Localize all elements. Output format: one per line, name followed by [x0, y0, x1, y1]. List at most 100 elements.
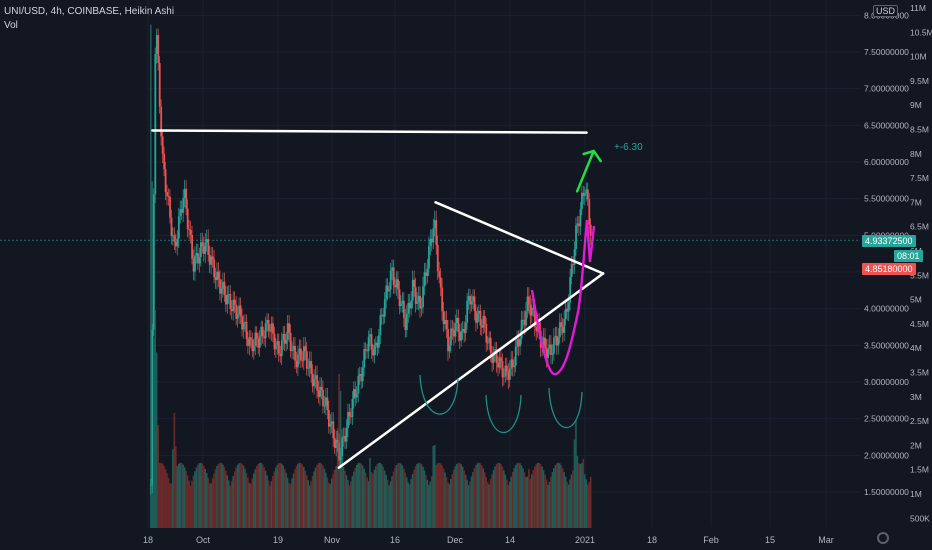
volume-bar: [319, 462, 321, 528]
candle-body: [401, 300, 404, 304]
candle-body: [251, 339, 254, 352]
volume-bar: [314, 467, 317, 528]
candle-body: [241, 316, 244, 330]
volume-bar: [154, 310, 157, 528]
candle-body: [261, 326, 264, 337]
candle-body: [460, 331, 463, 341]
candle-body: [267, 319, 270, 331]
currency-badge[interactable]: USD: [873, 5, 899, 17]
volume-bar: [483, 472, 486, 528]
candle-body: [225, 294, 227, 305]
candle-body: [467, 296, 470, 301]
candle-body: [152, 194, 155, 330]
candle-body: [553, 337, 555, 354]
volume-bar: [354, 467, 357, 528]
volume-bar: [503, 470, 505, 528]
candle-body: [385, 285, 388, 300]
candle-body: [311, 373, 314, 387]
candle-body: [451, 328, 454, 331]
time-axis-tick: 19: [273, 535, 283, 545]
volume-bar: [214, 469, 217, 528]
candle-body: [351, 398, 354, 418]
volume-bar: [283, 468, 286, 528]
candle-body: [248, 337, 251, 346]
volume-bar: [248, 483, 251, 528]
volume-bar: [444, 472, 446, 528]
candle-body: [473, 296, 476, 311]
candle-body: [397, 279, 399, 290]
candle-body: [400, 303, 402, 307]
candle-body: [508, 368, 511, 380]
volume-bar: [279, 462, 282, 528]
candle-body: [444, 320, 447, 325]
volume-bar: [398, 462, 401, 528]
candle-body: [583, 193, 586, 196]
candle-body: [557, 337, 560, 346]
candle-body: [157, 35, 160, 63]
volume-bar: [420, 464, 423, 528]
target-arrow-head: [582, 149, 602, 163]
volume-bar: [414, 466, 417, 528]
candle-body: [561, 326, 564, 333]
candle-body: [335, 439, 338, 449]
candle-body: [414, 287, 417, 304]
volume-bar: [382, 466, 385, 528]
volume-bar: [445, 477, 448, 528]
candle-body: [286, 323, 289, 340]
volume-bar: [298, 462, 301, 528]
candle-body: [204, 242, 207, 254]
candle-body: [489, 337, 492, 353]
volume-bar: [422, 466, 424, 528]
candle-body: [189, 229, 192, 235]
candle-body: [219, 279, 221, 294]
candle-body: [558, 322, 561, 338]
candle-body: [333, 438, 336, 449]
volume-bar: [395, 464, 398, 528]
countdown-tag: 08:01: [894, 250, 923, 262]
time-axis-tick: 15: [765, 535, 775, 545]
candle-body: [167, 195, 170, 197]
volume-bar: [473, 468, 476, 528]
candle-body: [155, 35, 158, 54]
volume-bar: [558, 463, 561, 528]
volume-bar: [491, 474, 493, 528]
volume-bar: [288, 482, 290, 528]
volume-bar: [582, 459, 585, 528]
volume-bar: [297, 463, 299, 528]
volume-bar: [160, 462, 162, 528]
candle-body: [197, 253, 199, 264]
volume-bar: [320, 463, 323, 528]
volume-bar: [423, 470, 426, 528]
candle-body: [525, 311, 527, 326]
candle-body: [564, 308, 567, 320]
candle-body: [469, 296, 472, 305]
candle-body: [442, 311, 445, 325]
volume-bar: [272, 475, 274, 528]
price-axis-tick: 6.00000000: [864, 157, 909, 167]
candle-body: [519, 338, 522, 347]
candle-body: [182, 198, 185, 213]
candle-body: [229, 294, 232, 309]
volume-axis-tick: 10.5M: [910, 27, 932, 37]
candle-body: [523, 319, 526, 326]
volume-bar: [166, 473, 168, 528]
candle-body: [304, 346, 307, 352]
volume-bar: [463, 470, 465, 528]
settings-gear-icon[interactable]: [877, 532, 889, 544]
volume-bar: [316, 464, 318, 528]
volume-bar: [317, 463, 320, 528]
volume-bar: [252, 473, 255, 528]
volume-bar: [182, 464, 184, 528]
volume-bar: [455, 464, 458, 528]
volume-bar: [251, 478, 254, 528]
volume-bar: [525, 476, 527, 528]
volume-bar: [400, 463, 402, 528]
candle-body: [567, 302, 570, 312]
candle-body: [505, 365, 508, 372]
volume-bar: [510, 476, 513, 528]
candle-body: [436, 244, 439, 272]
volume-bar: [239, 462, 242, 528]
volume-bar: [208, 483, 211, 528]
volume-bar: [247, 477, 249, 528]
